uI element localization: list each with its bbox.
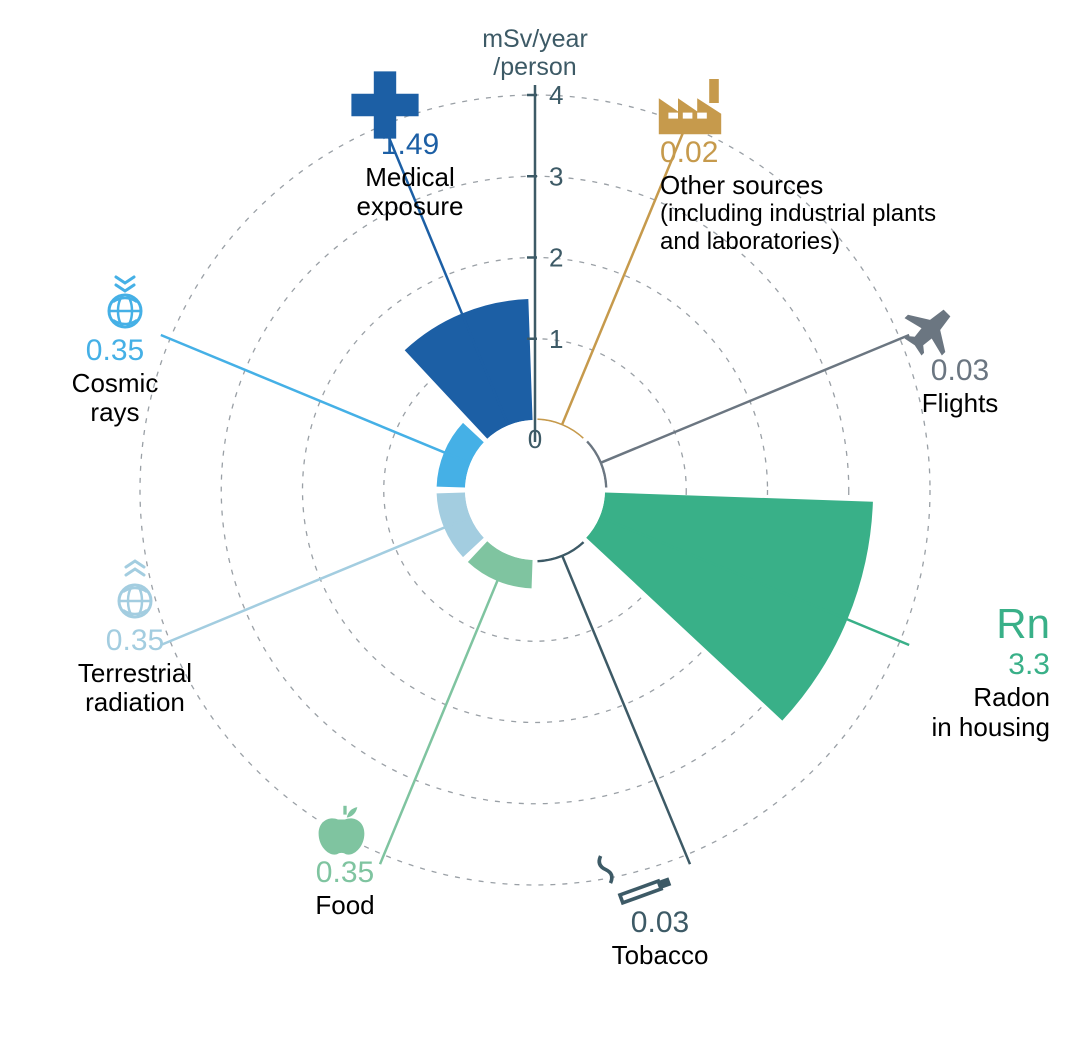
label-flights: 0.03Flights — [922, 354, 999, 418]
leader-food — [380, 555, 508, 864]
value-terrestrial: 0.35 — [78, 624, 192, 659]
wedge-radon — [586, 492, 873, 720]
value-other: 0.02 — [660, 136, 940, 171]
wedge-medical — [405, 299, 533, 439]
name-tobacco: Tobacco — [612, 941, 709, 971]
tick-4: 4 — [549, 80, 563, 110]
apple-icon — [319, 806, 365, 855]
label-other: 0.02Other sources(including industrial p… — [660, 136, 940, 256]
cigarette-icon — [597, 855, 671, 903]
value-food: 0.35 — [315, 856, 374, 891]
name-terrestrial: Terrestrialradiation — [78, 659, 192, 719]
leader-terrestrial — [161, 517, 470, 645]
name-cosmic: Cosmicrays — [72, 369, 159, 429]
leader-flights — [600, 335, 909, 463]
name-radon: Radonin housing — [931, 683, 1050, 743]
label-radon: Rn3.3Radonin housing — [931, 600, 1050, 743]
tick-0: 0 — [528, 424, 542, 454]
label-food: 0.35Food — [315, 856, 374, 920]
globe-down-icon — [109, 277, 141, 327]
value-tobacco: 0.03 — [612, 906, 709, 941]
value-radon: 3.3 — [931, 648, 1050, 683]
unit-label-2: /person — [493, 53, 576, 81]
sub-other: (including industrial plants and laborat… — [660, 200, 940, 255]
label-terrestrial: 0.35Terrestrialradiation — [78, 624, 192, 718]
factory-icon — [659, 79, 721, 134]
name-food: Food — [315, 891, 374, 921]
label-medical: 1.49Medicalexposure — [357, 128, 464, 222]
rn-symbol: Rn — [931, 600, 1050, 648]
value-cosmic: 0.35 — [72, 334, 159, 369]
globe-up-icon — [119, 561, 151, 617]
name-other: Other sources — [660, 171, 940, 201]
tick-3: 3 — [549, 161, 563, 191]
name-medical: Medicalexposure — [357, 163, 464, 223]
tick-1: 1 — [549, 324, 563, 354]
name-flights: Flights — [922, 389, 999, 419]
radiation-polar-chart: 0 1 2 3 4 mSv/year/person 1.49Medicalexposure… — [0, 0, 1070, 1038]
label-cosmic: 0.35Cosmicrays — [72, 334, 159, 428]
label-tobacco: 0.03Tobacco — [612, 906, 709, 970]
value-medical: 1.49 — [357, 128, 464, 163]
unit-label: mSv/year — [482, 25, 588, 53]
tick-2: 2 — [549, 243, 563, 273]
value-flights: 0.03 — [922, 354, 999, 389]
